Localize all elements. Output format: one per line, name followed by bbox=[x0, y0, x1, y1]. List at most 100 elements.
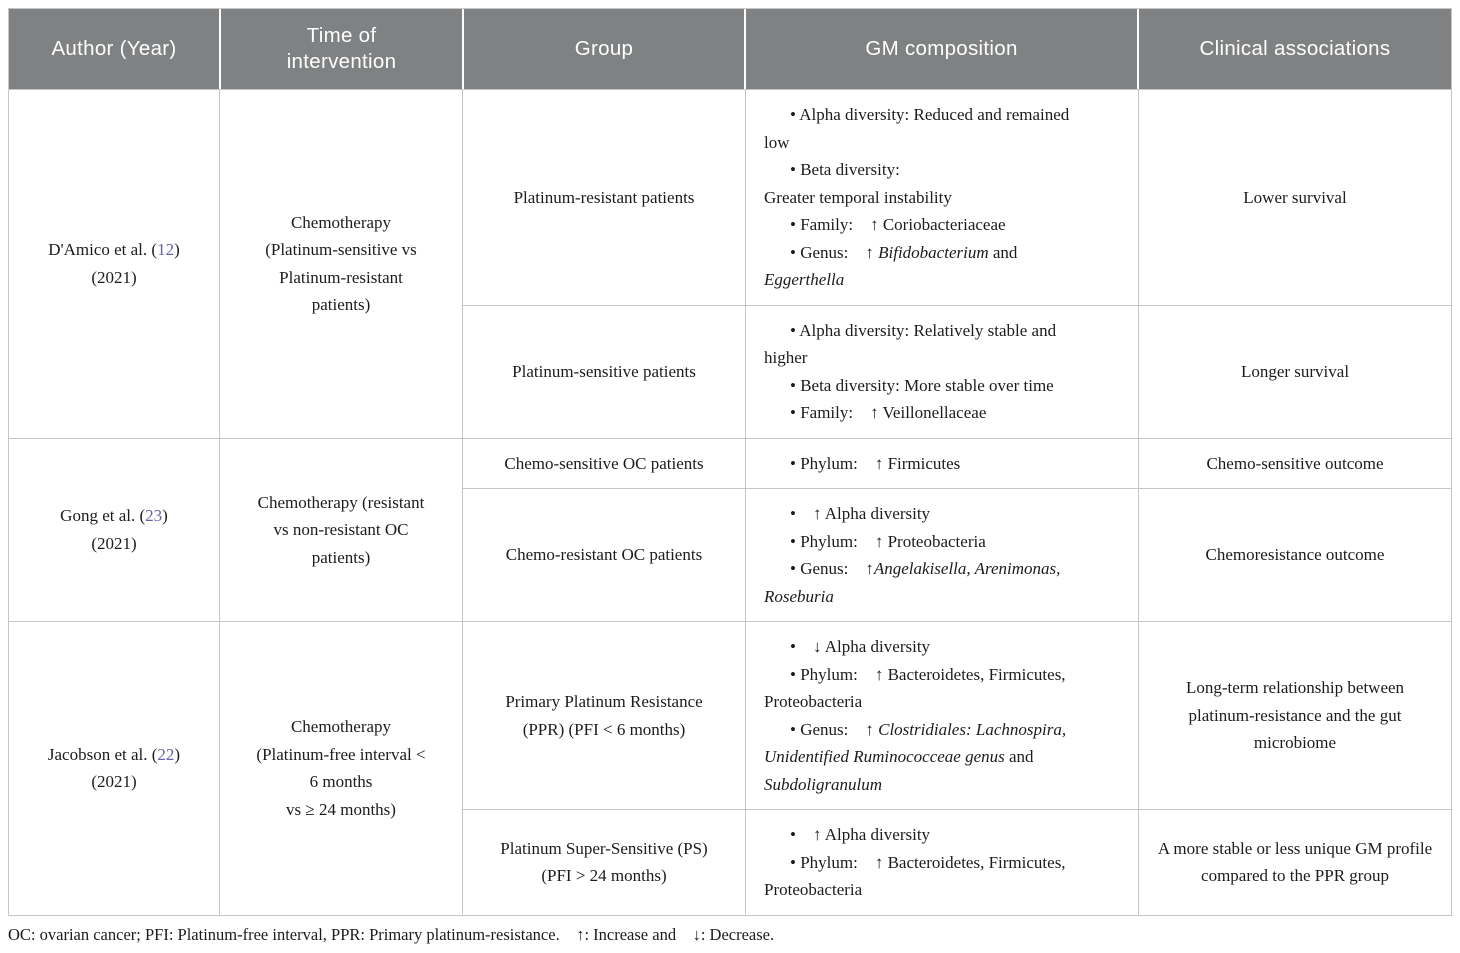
group-cell: Chemo-sensitive OC patients bbox=[504, 453, 704, 473]
citation-link[interactable]: 23 bbox=[145, 506, 163, 526]
gm-text: Beta diversity: More stable over time bbox=[800, 375, 1054, 395]
gm-text: Genus: ↑ bbox=[800, 719, 879, 739]
bullet-icon: • bbox=[790, 637, 801, 656]
gm-item: • ↓ Alpha diversity bbox=[764, 633, 1124, 661]
gm-item: • Genus: ↑Angelakisella, Arenimonas, Ros… bbox=[764, 555, 1124, 610]
bullet-icon: • bbox=[790, 825, 801, 844]
taxon-name: Eggerthella bbox=[764, 270, 845, 289]
gm-text: Family: ↑ Veillonellaceae bbox=[800, 403, 987, 422]
bullet-icon: • bbox=[790, 719, 801, 739]
clinical-association-cell: Longer survival bbox=[1138, 305, 1451, 438]
table-subrow: Platinum Super-Sensitive (PS) (PFI > 24 … bbox=[463, 809, 1451, 915]
group-cell: Platinum Super-Sensitive (PS) (PFI > 24 … bbox=[500, 838, 708, 886]
citation-link[interactable]: 22 bbox=[157, 744, 175, 764]
author-cell: D'Amico et al. (12) (2021) bbox=[9, 90, 219, 438]
gm-item: • Family: ↑ Veillonellaceae bbox=[764, 399, 1124, 427]
gm-text: Phylum: ↑ Bacteroidetes, Firmicutes, Pro… bbox=[764, 664, 1066, 712]
bullet-icon: • bbox=[790, 403, 801, 422]
gm-composition-cell: • Phylum: ↑ Firmicutes bbox=[745, 438, 1138, 488]
table-row: Jacobson et al. (22) (2021) Chemotherapy (… bbox=[9, 621, 1451, 915]
gm-item: • Genus: ↑ Clostridiales: Lachnospira, U… bbox=[764, 716, 1124, 799]
gm-text: Phylum: ↑ Proteobacteria bbox=[800, 531, 986, 551]
gm-item: • ↑ Alpha diversity bbox=[764, 821, 1124, 849]
header-cell-group: Group bbox=[462, 9, 744, 89]
bullet-icon: • bbox=[790, 852, 801, 872]
table-subrow: Chemo-sensitive OC patients • Phylum: ↑ F… bbox=[463, 438, 1451, 488]
time-of-intervention-cell: Chemotherapy (Platinum-free interval < 6… bbox=[219, 622, 462, 915]
taxon-name: Clostridiales: Lachnospira, Unidentified… bbox=[764, 719, 1067, 767]
subrows: Platinum-resistant patients • Alpha diver… bbox=[462, 90, 1451, 438]
clinical-association-cell: Lower survival bbox=[1138, 90, 1451, 305]
header-cell-author: Author (Year) bbox=[51, 37, 177, 60]
clinical-association-cell: Chemoresistance outcome bbox=[1138, 489, 1451, 621]
bullet-icon: • bbox=[790, 664, 801, 684]
table-row: Gong et al. (23) (2021) Chemotherapy (resi… bbox=[9, 437, 1451, 622]
gm-composition-cell: • Alpha diversity: Relatively stable and… bbox=[745, 305, 1138, 438]
author-cell: Gong et al. (23) (2021) bbox=[9, 439, 219, 622]
taxon-name: Angelakisella, Arenimonas, Roseburia bbox=[764, 559, 1061, 606]
bullet-icon: • bbox=[790, 215, 801, 234]
table-subrow: Chemo-resistant OC patients • ↑ Alpha div… bbox=[463, 488, 1451, 621]
bullet-icon: • bbox=[790, 242, 801, 262]
gm-item: • Phylum: ↑ Bacteroidetes, Firmicutes, P… bbox=[764, 849, 1124, 904]
gm-item: • ↑ Alpha diversity bbox=[764, 500, 1124, 528]
author-cell: Jacobson et al. (22) (2021) bbox=[9, 622, 219, 915]
bullet-icon: • bbox=[790, 504, 801, 523]
table-body: D'Amico et al. (12) (2021) Chemotherapy (P… bbox=[9, 89, 1451, 915]
bullet-icon: • bbox=[790, 375, 801, 395]
gm-item: • Alpha diversity: Relatively stable and… bbox=[764, 317, 1124, 372]
time-of-intervention-cell: Chemotherapy (Platinum-sensitive vs Plat… bbox=[219, 90, 462, 438]
taxon-name: Subdoligranulum bbox=[764, 774, 883, 794]
author-line: Gong et al. (23) bbox=[60, 506, 168, 526]
study-table: Author (Year) Time of intervention Group… bbox=[8, 8, 1452, 916]
clinical-association-cell: Long-term relationship between platinum-… bbox=[1138, 622, 1451, 809]
author-line: Jacobson et al. (22) bbox=[47, 744, 181, 764]
author-year: (2021) bbox=[91, 772, 137, 792]
gm-item: • Beta diversity: Greater temporal insta… bbox=[764, 156, 1124, 211]
bullet-icon: • bbox=[790, 320, 800, 340]
gm-text: Genus: ↑ bbox=[800, 242, 879, 262]
gm-text: Phylum: ↑ Firmicutes bbox=[800, 453, 961, 473]
gm-text: Alpha diversity: Relatively stable and h… bbox=[764, 320, 1057, 368]
table-footnote: OC: ovarian cancer; PFI: Platinum-free i… bbox=[8, 924, 775, 944]
group-cell: Platinum-resistant patients bbox=[513, 187, 695, 207]
subrows: Primary Platinum Resistance (PPR) (PFI <… bbox=[462, 622, 1451, 915]
gm-item: • Beta diversity: More stable over time bbox=[764, 372, 1124, 400]
gm-item: • Family: ↑ Coriobacteriaceae bbox=[764, 211, 1124, 239]
gm-text: Genus: ↑ bbox=[800, 559, 874, 578]
header-cell-gm-composition: GM composition bbox=[744, 9, 1137, 89]
bullet-icon: • bbox=[790, 105, 800, 124]
gm-text: ↓ Alpha diversity bbox=[800, 637, 931, 656]
bullet-icon: • bbox=[790, 559, 801, 578]
header-cell-time: Time of intervention bbox=[219, 9, 462, 89]
bullet-icon: • bbox=[790, 160, 801, 179]
table-header: Author (Year) Time of intervention Group… bbox=[9, 9, 1451, 89]
clinical-association-cell: Chemo-sensitive outcome bbox=[1138, 438, 1451, 488]
clinical-association-cell: A more stable or less unique GM profile … bbox=[1138, 810, 1451, 915]
gm-composition-cell: • ↑ Alpha diversity • Phylum: ↑ Bacteroid… bbox=[745, 810, 1138, 915]
gm-item: • Genus: ↑ Bifidobacterium and Eggerthel… bbox=[764, 239, 1124, 294]
group-cell: Primary Platinum Resistance (PPR) (PFI <… bbox=[505, 692, 703, 739]
gm-text: and bbox=[992, 242, 1018, 262]
gm-text: ↑ Alpha diversity bbox=[800, 825, 931, 844]
header-cell-clinical: Clinical associations bbox=[1137, 9, 1451, 89]
taxon-name: Bifidobacterium bbox=[878, 242, 989, 262]
table-row: D'Amico et al. (12) (2021) Chemotherapy (P… bbox=[9, 89, 1451, 438]
gm-composition-cell: • Alpha diversity: Reduced and remained … bbox=[745, 90, 1138, 305]
subrows: Chemo-sensitive OC patients • Phylum: ↑ F… bbox=[462, 438, 1451, 621]
gm-text: Family: ↑ Coriobacteriaceae bbox=[800, 215, 1006, 234]
author-line: D'Amico et al. (12) bbox=[48, 240, 180, 260]
gm-item: • Phylum: ↑ Bacteroidetes, Firmicutes, P… bbox=[764, 661, 1124, 716]
gm-text: and bbox=[1009, 747, 1034, 766]
bullet-icon: • bbox=[790, 531, 801, 551]
citation-link[interactable]: 12 bbox=[157, 240, 175, 260]
gm-item: • Phylum: ↑ Proteobacteria bbox=[764, 528, 1124, 556]
bullet-icon: • bbox=[790, 453, 801, 473]
table-subrow: Primary Platinum Resistance (PPR) (PFI <… bbox=[463, 622, 1451, 809]
gm-text: Phylum: ↑ Bacteroidetes, Firmicutes, Pro… bbox=[764, 852, 1066, 900]
time-of-intervention-cell: Chemotherapy (resistant vs non-resistant… bbox=[219, 438, 462, 621]
gm-composition-cell: • ↑ Alpha diversity • Phylum: ↑ Proteobac… bbox=[745, 489, 1138, 621]
gm-composition-cell: • ↓ Alpha diversity • Phylum: ↑ Bacteroid… bbox=[745, 622, 1138, 809]
gm-item: • Alpha diversity: Reduced and remained … bbox=[764, 101, 1124, 156]
